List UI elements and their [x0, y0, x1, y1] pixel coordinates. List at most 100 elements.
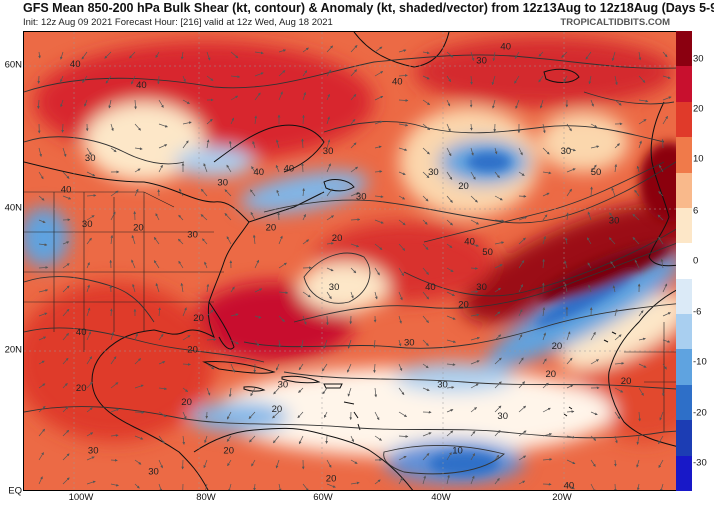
wind-vector	[62, 357, 69, 365]
wind-vector	[224, 189, 232, 197]
wind-vector	[422, 432, 432, 437]
wind-vector	[470, 360, 480, 365]
wind-vector	[158, 123, 168, 128]
wind-vector	[542, 332, 546, 341]
wind-vector	[494, 357, 502, 365]
wind-vector	[230, 339, 239, 345]
wind-vector	[590, 331, 596, 341]
wind-vector	[323, 411, 328, 418]
wind-vector	[230, 75, 241, 79]
wind-vector	[564, 283, 568, 293]
wind-vector	[134, 99, 137, 110]
wind-vector	[587, 211, 592, 221]
wind-vector	[518, 147, 523, 156]
map-title: GFS Mean 850-200 hPa Bulk Shear (kt, con…	[23, 1, 714, 15]
wind-vector	[326, 45, 334, 53]
wind-vector	[203, 459, 208, 469]
wind-vector	[350, 118, 356, 125]
wind-vector	[542, 235, 546, 245]
wind-vector	[638, 119, 647, 125]
wind-vector	[273, 435, 280, 444]
wind-vector	[588, 284, 592, 293]
wind-vector	[398, 123, 409, 127]
wind-vector	[614, 75, 618, 86]
lat-label-40n: 40N	[4, 202, 22, 214]
wind-vector	[86, 381, 93, 389]
wind-vector	[491, 75, 496, 86]
wind-vector	[422, 387, 430, 392]
wind-vector	[470, 430, 476, 437]
wind-vector	[326, 93, 330, 101]
contour-label: 30	[476, 55, 487, 66]
wind-vector	[178, 260, 184, 269]
wind-vector	[62, 308, 70, 317]
contour-label: 10	[452, 446, 463, 457]
contour-label: 20	[332, 233, 343, 244]
wind-vector	[230, 286, 235, 293]
wind-vector	[203, 163, 208, 173]
wind-vector	[86, 432, 94, 437]
wind-vector	[398, 147, 408, 151]
wind-vector	[62, 429, 70, 437]
wind-vector	[254, 51, 264, 55]
wind-vector	[657, 214, 664, 221]
wind-vector	[350, 243, 360, 248]
wind-vector	[446, 123, 451, 132]
wind-vector	[446, 409, 454, 413]
wind-vector	[518, 284, 524, 293]
wind-vector	[564, 237, 568, 245]
wind-vector	[302, 291, 311, 298]
wind-vector	[226, 411, 232, 420]
wind-vector	[275, 139, 280, 149]
wind-vector	[398, 219, 406, 226]
wind-vector	[446, 363, 456, 366]
wind-vector	[224, 213, 232, 221]
graticule	[24, 32, 691, 490]
wind-vector	[446, 75, 451, 83]
wind-vector	[614, 435, 618, 444]
wind-vector	[62, 477, 70, 485]
wind-vector	[326, 188, 333, 197]
wind-vector	[204, 435, 208, 444]
wind-vector	[470, 407, 477, 413]
wind-vector	[252, 140, 256, 149]
wind-vector	[276, 189, 280, 197]
wind-vector	[638, 99, 649, 103]
wind-vector	[326, 483, 336, 488]
colorbar-tick: 0	[693, 255, 699, 267]
wind-vector	[254, 92, 261, 101]
wind-vector	[158, 333, 164, 341]
contour-label: 30	[88, 446, 99, 457]
wind-vector	[518, 260, 525, 269]
credit-link[interactable]: TROPICALTIDBITS.COM	[560, 17, 670, 28]
wind-vector	[611, 187, 616, 197]
wind-vector	[60, 99, 64, 108]
wind-vector	[347, 339, 352, 349]
wind-vector	[446, 171, 453, 180]
wind-vector	[658, 236, 664, 245]
wind-vector	[350, 459, 358, 464]
wind-vector	[275, 164, 280, 173]
wind-vector	[638, 387, 644, 396]
wind-vector	[590, 123, 598, 128]
wind-vector	[37, 99, 40, 109]
wind-vector	[155, 283, 160, 293]
wind-vector	[374, 267, 380, 276]
wind-vector	[590, 99, 594, 107]
wind-vector	[38, 289, 49, 293]
wind-vector	[494, 195, 503, 201]
wind-vector	[155, 213, 160, 221]
contour-label: 20	[552, 341, 563, 352]
wind-vector	[566, 212, 569, 221]
wind-vector	[632, 237, 640, 245]
contour-label: 30	[82, 219, 93, 230]
wind-vector	[323, 339, 328, 349]
wind-vector	[608, 237, 616, 245]
wind-vector	[566, 331, 571, 341]
contour-label: 30	[329, 282, 340, 293]
wind-vector	[470, 336, 480, 341]
wind-vector	[131, 235, 136, 245]
wind-vector	[422, 171, 430, 179]
wind-vector	[110, 147, 117, 153]
wind-vector	[179, 188, 184, 197]
